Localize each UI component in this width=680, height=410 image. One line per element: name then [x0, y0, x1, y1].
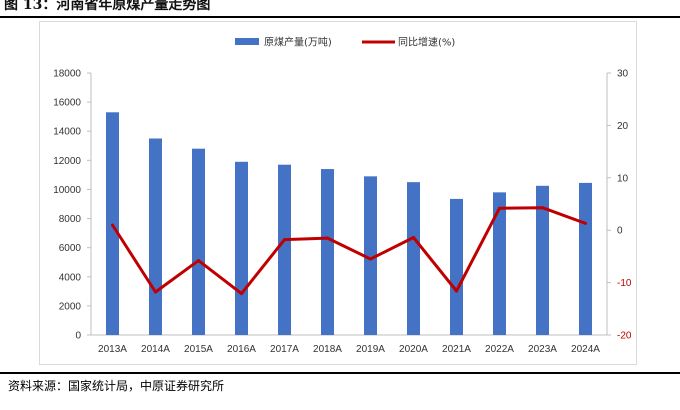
x-axis-tick-label: 2013A [98, 344, 127, 355]
title-divider [0, 16, 680, 18]
growth-rate-line [111, 206, 587, 296]
left-axis-tick-label: 2000 [59, 301, 82, 312]
growth-rate-point [541, 206, 544, 210]
growth-rate-point [455, 289, 458, 293]
x-axis-tick-label: 2021A [442, 344, 471, 355]
left-axis-tick-label: 16000 [53, 98, 81, 109]
right-axis-tick-label: 20 [617, 121, 629, 132]
bar [407, 182, 420, 335]
chart-svg: 0 2000 4000 6000 8000 10000 12000 14000 16000 180… [53, 36, 632, 356]
left-axis-tick-label: 12000 [53, 156, 81, 167]
growth-rate-point [369, 257, 372, 261]
x-axis-tick-label: 2024A [571, 344, 600, 355]
x-axis-tick-label: 2019A [356, 344, 385, 355]
growth-rate-point [498, 206, 501, 210]
right-axis-tick-label: -20 [617, 331, 632, 342]
right-axis-tick-label: 30 [617, 69, 629, 80]
x-axis-tick-label: 2014A [141, 344, 170, 355]
x-axis-tick-label: 2017A [270, 344, 299, 355]
growth-rate-point [283, 238, 286, 242]
legend-swatch-production [235, 38, 259, 45]
bar [536, 185, 549, 335]
left-axis-tick-label: 4000 [59, 272, 82, 283]
legend-label-growth: 同比增速(%) [398, 36, 455, 49]
bar [192, 148, 205, 335]
left-axis-tick-label: 14000 [53, 127, 81, 138]
left-axis-tick-label: 18000 [53, 69, 81, 80]
bar [149, 138, 162, 335]
chart-frame: 0 2000 4000 6000 8000 10000 12000 14000 16000 180… [39, 21, 637, 365]
left-axis-tick-label: 6000 [59, 243, 82, 254]
bar [278, 164, 291, 335]
figure-title: 图 13：河南省年原煤产量走势图 [4, 0, 211, 13]
bar [450, 198, 463, 335]
growth-rate-point [154, 290, 157, 294]
x-axis-tick-label: 2020A [399, 344, 428, 355]
left-axis-tick-label: 10000 [53, 185, 81, 196]
growth-rate-point [197, 259, 200, 263]
growth-rate-point [111, 223, 114, 227]
right-axis-tick-label: 10 [617, 173, 629, 184]
x-axis-tick-label: 2016A [227, 344, 256, 355]
x-axis-tick-label: 2018A [313, 344, 342, 355]
right-axis-tick-label: -10 [617, 278, 632, 289]
left-axis-tick-label: 8000 [59, 214, 82, 225]
x-axis-tick-label: 2015A [184, 344, 213, 355]
left-axis-tick-label: 0 [75, 331, 81, 342]
bar [493, 192, 506, 335]
bar [579, 182, 592, 335]
bar [364, 176, 377, 335]
legend-label-production: 原煤产量(万吨) [264, 36, 332, 49]
growth-rate-point [584, 221, 587, 225]
growth-rate-point [326, 236, 329, 240]
bar [235, 161, 248, 335]
source-note: 资料来源：国家统计局，中原证券研究所 [8, 379, 225, 393]
growth-rate-point [240, 292, 243, 296]
source-divider [0, 372, 680, 374]
right-axis-tick-label: 0 [617, 226, 623, 237]
bar [321, 169, 334, 335]
growth-rate-point [412, 236, 415, 240]
x-axis-tick-label: 2023A [528, 344, 557, 355]
x-axis-tick-label: 2022A [485, 344, 514, 355]
